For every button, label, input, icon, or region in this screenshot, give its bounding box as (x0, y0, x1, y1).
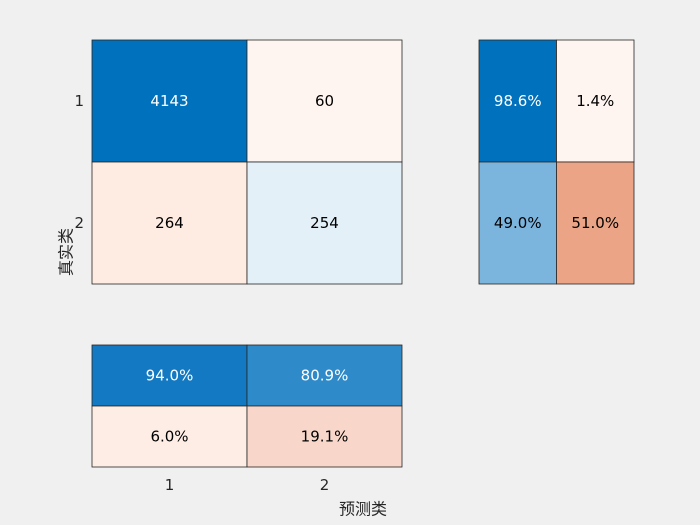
x-tick-label-1: 1 (165, 476, 175, 494)
column-summary-cell-1-2 (246, 344, 403, 407)
y-tick-label-1: 1 (74, 92, 84, 110)
column-summary-cell-label-1-2: 80.9% (301, 367, 349, 385)
y-tick-label-2: 2 (74, 214, 84, 232)
true-class-ticks: 12 (74, 92, 84, 232)
confusion-cell-label-2-1: 264 (155, 214, 184, 232)
confusion-cell-label-2-2: 254 (310, 214, 339, 232)
confusion-cell-label-1-2: 60 (315, 92, 334, 110)
row-summary-cell-label-1-2: 1.4% (576, 92, 614, 110)
column-summary-cell-label-2-1: 6.0% (150, 428, 188, 446)
row-summary: 98.6% 1.4% 49.0% 51.0% (478, 39, 635, 285)
column-summary-cell-label-1-1: 94.0% (146, 367, 194, 385)
column-summary: 94.0% 80.9% 6.0% 19.1% (91, 344, 403, 468)
row-summary-cell-label-2-2: 51.0% (571, 214, 619, 232)
row-summary-cell-1-1 (478, 39, 557, 163)
row-summary-cell-label-1-1: 98.6% (494, 92, 542, 110)
confusion-cell-2-2 (246, 161, 403, 285)
confusion-matrix: 4143 60 264 254 (91, 39, 403, 285)
row-summary-cell-label-2-1: 49.0% (494, 214, 542, 232)
x-axis-label: 预测类 (339, 500, 387, 519)
row-summary-cell-2-1 (478, 161, 557, 285)
confusion-cell-1-1 (91, 39, 248, 163)
x-tick-label-2: 2 (320, 476, 330, 494)
row-summary-cell-1-2 (556, 39, 635, 163)
confusion-cell-1-2 (246, 39, 403, 163)
confusion-cell-label-1-1: 4143 (150, 92, 188, 110)
column-summary-cell-label-2-2: 19.1% (301, 428, 349, 446)
confusion-cell-2-1 (91, 161, 248, 285)
y-axis-label: 真实类 (57, 228, 76, 276)
column-summary-cell-2-2 (246, 405, 403, 468)
row-summary-cell-2-2 (556, 161, 635, 285)
